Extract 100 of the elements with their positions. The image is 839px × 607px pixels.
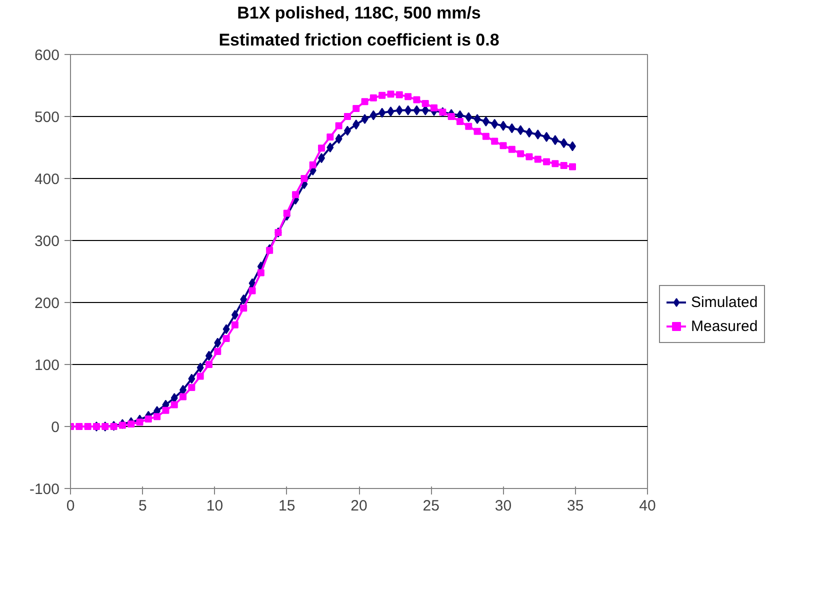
- point: [84, 423, 92, 430]
- x-tick-label: 0: [66, 498, 75, 514]
- point: [396, 91, 403, 98]
- chart-title: B1X polished, 118C, 500 mm/s: [237, 4, 481, 22]
- point: [474, 128, 481, 135]
- y-tick-label: 0: [51, 419, 60, 436]
- point: [378, 108, 386, 118]
- point: [76, 423, 83, 430]
- y-tick-label: 600: [34, 47, 60, 64]
- x-tick-label: 15: [278, 498, 296, 514]
- point: [326, 142, 334, 152]
- point: [180, 393, 187, 400]
- y-tick-label: 500: [34, 109, 60, 126]
- point: [318, 153, 325, 164]
- point: [196, 372, 204, 380]
- point: [257, 269, 264, 276]
- point: [491, 118, 498, 129]
- point: [378, 92, 386, 99]
- legend-label: Simulated: [691, 294, 758, 310]
- legend-label: Measured: [691, 318, 758, 334]
- x-tick-label: 25: [422, 498, 440, 514]
- point: [526, 128, 533, 138]
- point: [482, 132, 490, 140]
- point: [413, 96, 420, 104]
- point: [370, 94, 377, 102]
- point: [396, 105, 403, 116]
- y-tick-label: 300: [34, 233, 60, 250]
- point: [162, 406, 170, 414]
- point: [144, 416, 152, 423]
- point: [500, 142, 507, 150]
- point: [482, 116, 490, 126]
- point: [526, 153, 533, 160]
- point: [214, 348, 222, 355]
- point: [170, 392, 178, 403]
- point: [188, 384, 196, 391]
- point: [335, 134, 342, 144]
- y-tick-label: -100: [29, 481, 60, 498]
- point: [352, 104, 360, 112]
- point: [292, 191, 300, 198]
- point: [387, 106, 394, 117]
- point: [465, 122, 472, 130]
- point: [344, 113, 351, 120]
- point: [283, 210, 290, 217]
- point: [154, 413, 161, 420]
- point: [118, 422, 126, 429]
- point: [196, 362, 204, 373]
- point: [231, 310, 238, 320]
- point: [136, 418, 144, 426]
- point: [465, 112, 472, 122]
- point: [266, 246, 274, 254]
- point: [474, 114, 481, 124]
- point: [188, 374, 196, 384]
- point: [560, 162, 568, 169]
- point: [240, 294, 248, 304]
- point: [568, 163, 576, 170]
- x-tick-label: 30: [494, 498, 512, 514]
- point: [205, 350, 212, 361]
- point: [508, 123, 516, 134]
- point: [222, 334, 230, 342]
- point: [318, 144, 325, 152]
- point: [552, 135, 559, 146]
- point: [170, 401, 178, 408]
- point: [222, 324, 230, 334]
- point: [508, 146, 516, 153]
- point: [387, 90, 394, 98]
- point: [543, 158, 550, 166]
- point: [110, 423, 118, 430]
- y-tick-label: 200: [34, 295, 60, 312]
- point: [517, 150, 524, 158]
- point: [361, 114, 368, 124]
- point: [180, 384, 187, 395]
- x-tick-label: 35: [567, 498, 584, 514]
- y-tick-label: 400: [34, 171, 60, 188]
- point: [404, 105, 412, 116]
- point: [430, 104, 438, 112]
- point: [309, 161, 316, 168]
- point: [231, 321, 238, 328]
- point: [326, 133, 334, 140]
- x-tick-label: 40: [639, 498, 656, 514]
- point: [543, 132, 550, 142]
- point: [344, 126, 351, 136]
- y-tick-label: 100: [34, 357, 60, 374]
- point: [534, 129, 542, 140]
- point: [560, 138, 568, 148]
- x-tick-label: 5: [138, 498, 147, 514]
- point: [534, 156, 542, 163]
- point: [552, 160, 559, 168]
- x-tick-label: 10: [206, 498, 224, 514]
- point: [448, 113, 455, 120]
- point: [568, 141, 576, 152]
- point: [491, 138, 498, 145]
- point: [500, 120, 507, 131]
- point: [240, 304, 248, 312]
- x-tick-label: 20: [350, 498, 368, 514]
- point: [404, 93, 412, 100]
- point: [517, 125, 524, 136]
- point: [248, 287, 256, 294]
- point: [422, 100, 429, 107]
- chart-subtitle: Estimated friction coefficient is 0.8: [218, 30, 500, 50]
- point: [300, 175, 308, 182]
